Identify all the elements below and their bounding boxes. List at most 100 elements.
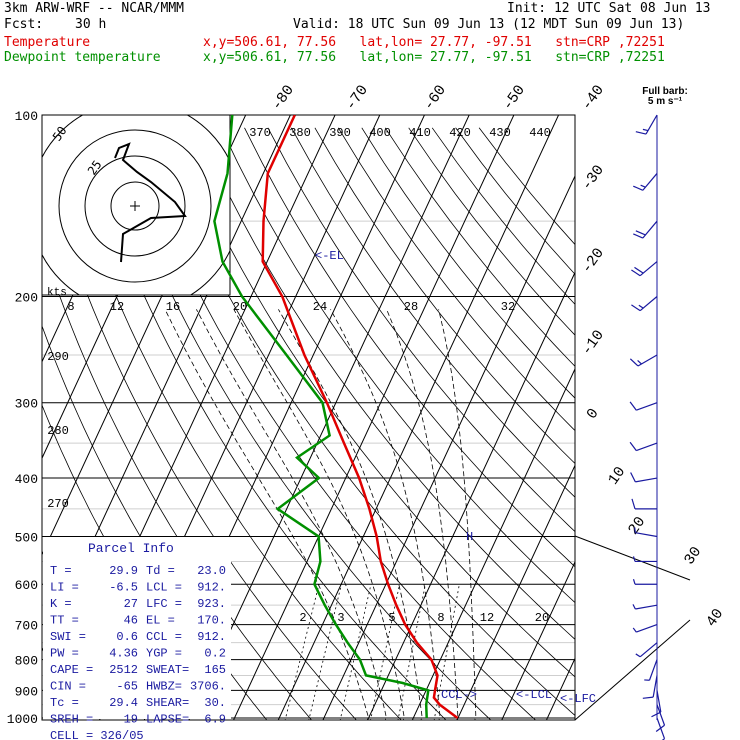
wind-barb-flag bbox=[629, 441, 637, 451]
parcel-info-value: 912. bbox=[197, 581, 226, 595]
mixing-ratio-label: 5 bbox=[388, 611, 395, 625]
wind-barb-flag bbox=[634, 266, 644, 274]
dry-adiabat-line bbox=[455, 127, 575, 275]
parcel-info-title: Parcel Info bbox=[88, 541, 174, 556]
dry-adiabat-line bbox=[126, 127, 537, 720]
dry-adiabat-line bbox=[408, 127, 575, 336]
parcel-info-label: EL = bbox=[146, 614, 175, 628]
parcel-info-panel bbox=[43, 537, 231, 719]
parcel-info-value: 165 bbox=[204, 663, 226, 677]
wind-barb bbox=[630, 472, 658, 483]
wind-barb-flag bbox=[642, 696, 654, 699]
wind-barb-flag bbox=[651, 711, 662, 718]
dry-adiabat-line bbox=[79, 127, 447, 720]
parcel-info-value: 923. bbox=[197, 597, 226, 611]
dry-adiabat-line bbox=[314, 127, 575, 465]
parcel-info-label: SWI = bbox=[50, 630, 86, 644]
parcel-info-label: YGP = bbox=[146, 647, 182, 661]
parcel-info-label: SWEAT= bbox=[146, 663, 189, 677]
isotherm-label: -30 bbox=[578, 162, 607, 194]
dry-adiabat-line bbox=[173, 127, 575, 678]
wind-barb-half-flag bbox=[634, 527, 636, 533]
pressure-label: 400 bbox=[15, 472, 38, 487]
parcel-info-value: 29.9 bbox=[109, 564, 138, 578]
wind-barb bbox=[644, 659, 658, 681]
parcel-info-label: T = bbox=[50, 564, 72, 578]
isotherm-line bbox=[411, 367, 575, 720]
hodograph-ring bbox=[58, 129, 212, 283]
wind-barb-half-flag bbox=[632, 579, 636, 585]
wind-barb bbox=[633, 220, 658, 239]
lfc-marker: <-LFC bbox=[560, 692, 596, 706]
wind-barb bbox=[631, 261, 658, 277]
wind-barb-key-label: Full barb: bbox=[642, 86, 688, 97]
h-marker: H bbox=[466, 530, 473, 544]
theta-label: 430 bbox=[489, 126, 511, 140]
wind-barb-flag bbox=[629, 401, 637, 411]
wind-barb-staff bbox=[639, 642, 658, 658]
parcel-info-value: -6.5 bbox=[109, 581, 138, 595]
wind-barb bbox=[632, 624, 658, 633]
wind-barb-flag bbox=[631, 269, 641, 277]
theta-label: 280 bbox=[47, 424, 69, 438]
wind-barb-staff bbox=[639, 261, 658, 277]
wind-barb-staff bbox=[635, 604, 658, 610]
parcel-info-cell: CELL = 326/05 bbox=[50, 729, 144, 740]
moist-adiabat-line bbox=[233, 309, 405, 720]
wind-barb bbox=[651, 690, 662, 718]
wind-barb-flag bbox=[630, 472, 636, 483]
isotherm-label: -10 bbox=[578, 327, 607, 359]
mixing-ratio-label: 2 bbox=[299, 611, 306, 625]
wind-barb bbox=[635, 114, 658, 135]
theta-label: 420 bbox=[449, 126, 471, 140]
parcel-info-value: 19 bbox=[124, 713, 138, 727]
theta-label: 440 bbox=[529, 126, 551, 140]
wind-barb-staff bbox=[648, 659, 658, 681]
pressure-label: 1000 bbox=[7, 712, 38, 727]
theta-label: 410 bbox=[409, 126, 431, 140]
mixing-ratio-label: 12 bbox=[480, 611, 494, 625]
wind-barb-staff bbox=[636, 624, 658, 633]
wind-barb-flag bbox=[655, 724, 665, 732]
wind-barb-half-flag bbox=[642, 128, 649, 132]
isotherm-label: 30 bbox=[681, 544, 705, 569]
isotherm-label: 10 bbox=[605, 464, 629, 489]
parcel-info-label: LFC = bbox=[146, 597, 182, 611]
isotherm-line bbox=[367, 271, 575, 720]
isotherm-line bbox=[501, 560, 575, 720]
wind-barb-staff bbox=[656, 690, 662, 713]
hodograph-box bbox=[41, 114, 231, 296]
theta-label: 390 bbox=[329, 126, 351, 140]
wind-barb bbox=[631, 498, 657, 510]
valid-time: Valid: 18 UTC Sun 09 Jun 13 (12 MDT Sun … bbox=[293, 17, 685, 32]
hodograph-speed-label: 12 bbox=[110, 300, 124, 314]
mixing-ratio-line bbox=[308, 584, 342, 720]
parcel-info-label: SREH = bbox=[50, 713, 93, 727]
temperature-profile-line bbox=[261, 115, 459, 720]
wind-barb-flag bbox=[633, 185, 644, 191]
mixing-ratio-line bbox=[339, 584, 372, 720]
isotherm-line bbox=[322, 174, 575, 720]
isotherm-label: 40 bbox=[703, 606, 727, 631]
parcel-info-value: 46 bbox=[124, 614, 138, 628]
isotherm-label: 0 bbox=[584, 405, 603, 422]
wind-barb bbox=[632, 556, 657, 563]
model-title: 3km ARW-WRF -- NCAR/MMM bbox=[4, 1, 185, 16]
isotherm-line bbox=[188, 115, 470, 720]
wind-barb-staff bbox=[636, 442, 658, 452]
parcel-info-label: TT = bbox=[50, 614, 79, 628]
mixing-ratio-label: 20 bbox=[535, 611, 549, 625]
pressure-label: 700 bbox=[15, 619, 38, 634]
parcel-info-label: PW = bbox=[50, 647, 79, 661]
wind-barb bbox=[631, 296, 658, 312]
parcel-info-value: 2512 bbox=[109, 663, 138, 677]
moist-adiabat-line bbox=[196, 309, 387, 720]
wind-barb-staff bbox=[636, 402, 658, 411]
hodograph-ring bbox=[84, 155, 186, 257]
parcel-info-value: 912. bbox=[197, 630, 226, 644]
hodograph-speed-label: 16 bbox=[166, 300, 180, 314]
hodograph-trace bbox=[114, 142, 187, 263]
theta-label: 380 bbox=[289, 126, 311, 140]
parcel-info-label: LAPSE= bbox=[146, 713, 189, 727]
